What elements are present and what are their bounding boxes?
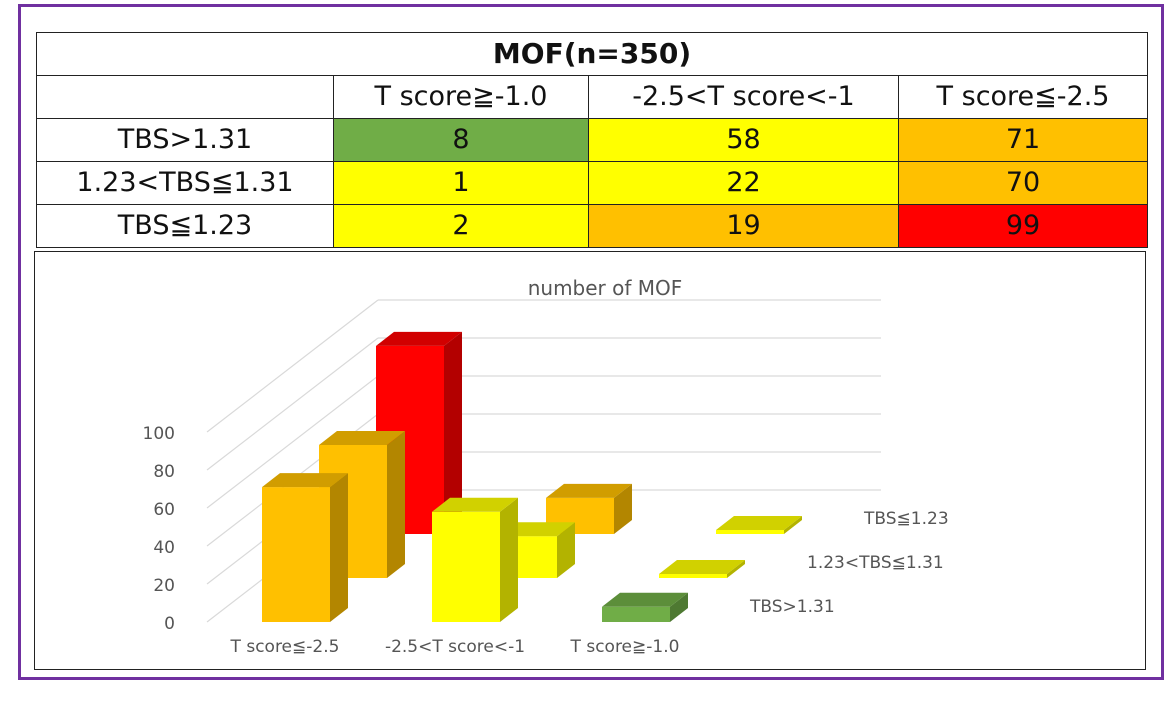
bar bbox=[602, 606, 670, 622]
table-cell: 70 bbox=[897, 161, 1149, 205]
bar-side bbox=[387, 431, 405, 578]
bar-side bbox=[557, 522, 575, 578]
bar-top bbox=[262, 473, 348, 488]
bar-side bbox=[614, 483, 632, 534]
bar-side bbox=[784, 516, 802, 534]
bar-side bbox=[670, 592, 688, 622]
column-header-3: T score≦-2.5 bbox=[897, 75, 1149, 119]
table-cell: 1 bbox=[333, 161, 589, 205]
y-tick-label: 0 bbox=[164, 614, 175, 634]
table-cell: 71 bbox=[897, 118, 1149, 162]
bar-top bbox=[546, 483, 632, 498]
bar-side bbox=[330, 473, 348, 622]
bar-top bbox=[716, 516, 802, 530]
table-row: TBS>1.31 8 58 71 bbox=[36, 118, 1149, 162]
chart-area: number of MOF 0 20 40 60 80 100 TBS≦1.23 1.23<T… bbox=[34, 251, 1146, 670]
bar bbox=[716, 530, 784, 534]
bar-side bbox=[727, 560, 745, 578]
bar-top bbox=[659, 560, 745, 574]
bar bbox=[659, 574, 727, 578]
row-header-3: TBS≦1.23 bbox=[36, 204, 334, 248]
bar-side bbox=[444, 331, 462, 534]
bar-top bbox=[319, 431, 405, 445]
y-tick-label: 60 bbox=[153, 500, 175, 520]
bar-chart-3d: number of MOF 0 20 40 60 80 100 TBS≦1.23 1.23<T… bbox=[143, 276, 949, 657]
bar-top bbox=[602, 592, 688, 607]
y-tick-label: 100 bbox=[143, 424, 175, 444]
table-cell: 22 bbox=[588, 161, 899, 205]
table-cell: 99 bbox=[897, 204, 1149, 248]
column-header-1: T score≧-1.0 bbox=[333, 75, 589, 119]
y-tick-label: 80 bbox=[153, 462, 175, 482]
table-corner bbox=[36, 75, 334, 119]
category-label: T score≦-2.5 bbox=[230, 637, 340, 657]
table-cell: 8 bbox=[333, 118, 589, 162]
table-row: 1.23<TBS≦1.31 1 22 70 bbox=[36, 161, 1149, 205]
table-cell: 2 bbox=[333, 204, 589, 248]
series-label: TBS≦1.23 bbox=[863, 509, 949, 529]
column-header-2: -2.5<T score<-1 bbox=[588, 75, 899, 119]
category-label: -2.5<T score<-1 bbox=[385, 637, 525, 657]
mof-table: MOF(n=350) T score≧-1.0 -2.5<T score<-1 … bbox=[35, 32, 1149, 248]
bar-top bbox=[432, 497, 518, 512]
series-label: 1.23<TBS≦1.31 bbox=[807, 553, 944, 573]
table-cell: 19 bbox=[588, 204, 899, 248]
table-row: TBS≦1.23 2 19 99 bbox=[36, 204, 1149, 248]
table-title: MOF(n=350) bbox=[35, 32, 1149, 76]
table-cell: 58 bbox=[588, 118, 899, 162]
y-tick-label: 40 bbox=[153, 538, 175, 558]
bar-side bbox=[500, 497, 518, 622]
row-header-2: 1.23<TBS≦1.31 bbox=[36, 161, 334, 205]
gridline-diagonal bbox=[206, 375, 379, 509]
bar-top bbox=[376, 331, 462, 346]
bar bbox=[262, 487, 330, 622]
series-label: TBS>1.31 bbox=[749, 597, 835, 617]
row-header-1: TBS>1.31 bbox=[36, 118, 334, 162]
gridline-diagonal bbox=[206, 299, 379, 433]
y-tick-label: 20 bbox=[153, 576, 175, 596]
gridline-diagonal bbox=[206, 337, 379, 471]
category-label: T score≧-1.0 bbox=[570, 637, 680, 657]
chart-title: number of MOF bbox=[528, 276, 683, 300]
bar bbox=[432, 511, 500, 622]
